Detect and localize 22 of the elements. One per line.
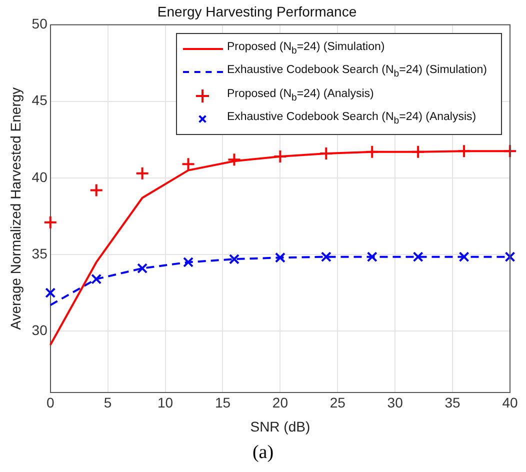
y-axis-title: Average Normalized Harvested Energy bbox=[7, 87, 24, 330]
y-tick-label: 30 bbox=[32, 322, 48, 338]
x-tick-label: 40 bbox=[502, 394, 518, 411]
x-tick-label: 10 bbox=[157, 394, 174, 411]
x-tick-label: 0 bbox=[46, 394, 54, 411]
x-tick-label: 25 bbox=[330, 394, 346, 411]
y-tick-label: 35 bbox=[32, 245, 48, 262]
y-tick-label: 40 bbox=[32, 168, 48, 185]
text: (a) bbox=[251, 442, 275, 464]
x-tick-label: 35 bbox=[444, 394, 461, 411]
legend-label: Proposed (N$_{b}$=24) (Analysis) bbox=[226, 88, 374, 104]
y-tick-label: 50 bbox=[32, 16, 48, 32]
legend-label: Exhaustive Codebook Search (N$_{b}$=24) (Analysis) bbox=[226, 111, 476, 127]
legend-label: Exhaustive Codebook Search (N$_{b}$=24) (Simulation) bbox=[226, 64, 487, 80]
x-tick-label: 30 bbox=[387, 394, 404, 411]
x-axis-title: SNR (dB) bbox=[250, 418, 310, 434]
x-tick-label: 5 bbox=[104, 394, 112, 411]
chart-title: Energy Harvesting Performance bbox=[157, 3, 357, 20]
legend-label: Proposed (N$_{b}$=24) (Simulation) bbox=[226, 40, 385, 56]
y-tick-label: 45 bbox=[32, 92, 48, 108]
x-tick-label: 15 bbox=[214, 394, 231, 411]
x-tick-label: 20 bbox=[272, 394, 288, 411]
